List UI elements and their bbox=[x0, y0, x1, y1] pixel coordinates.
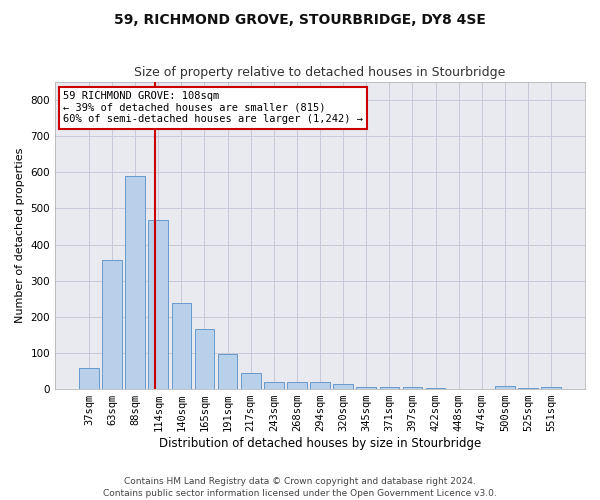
Text: 59, RICHMOND GROVE, STOURBRIDGE, DY8 4SE: 59, RICHMOND GROVE, STOURBRIDGE, DY8 4SE bbox=[114, 12, 486, 26]
Bar bbox=[148, 220, 168, 389]
Bar bbox=[356, 387, 376, 389]
Y-axis label: Number of detached properties: Number of detached properties bbox=[15, 148, 25, 324]
Bar bbox=[334, 384, 353, 389]
Bar bbox=[518, 388, 538, 389]
Bar bbox=[541, 388, 561, 389]
Bar bbox=[172, 304, 191, 389]
Title: Size of property relative to detached houses in Stourbridge: Size of property relative to detached ho… bbox=[134, 66, 506, 80]
Text: 59 RICHMOND GROVE: 108sqm
← 39% of detached houses are smaller (815)
60% of semi: 59 RICHMOND GROVE: 108sqm ← 39% of detac… bbox=[63, 92, 363, 124]
Bar bbox=[380, 388, 399, 389]
Bar bbox=[264, 382, 284, 389]
X-axis label: Distribution of detached houses by size in Stourbridge: Distribution of detached houses by size … bbox=[159, 437, 481, 450]
Bar bbox=[495, 386, 515, 389]
Bar bbox=[287, 382, 307, 389]
Bar bbox=[218, 354, 238, 389]
Text: Contains HM Land Registry data © Crown copyright and database right 2024.
Contai: Contains HM Land Registry data © Crown c… bbox=[103, 476, 497, 498]
Bar bbox=[310, 382, 330, 389]
Bar bbox=[403, 388, 422, 389]
Bar bbox=[426, 388, 445, 389]
Bar bbox=[241, 373, 260, 389]
Bar bbox=[79, 368, 99, 389]
Bar bbox=[125, 176, 145, 389]
Bar bbox=[102, 260, 122, 389]
Bar bbox=[194, 330, 214, 389]
